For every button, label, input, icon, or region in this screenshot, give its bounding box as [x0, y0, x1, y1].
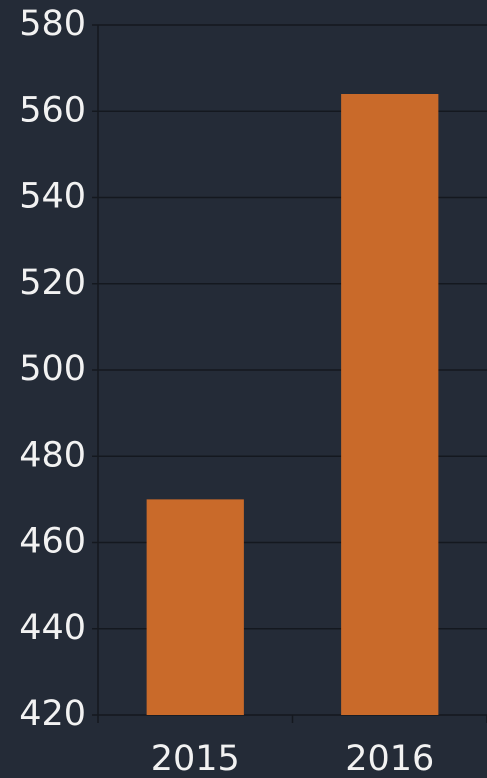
y-tick-label: 480 [19, 435, 86, 475]
y-tick-label: 560 [19, 90, 86, 130]
y-tick-label: 460 [19, 522, 86, 562]
y-tick-label: 540 [19, 177, 86, 217]
x-tick-label: 2016 [345, 739, 434, 778]
y-tick-label: 520 [19, 263, 86, 303]
y-tick-label: 440 [19, 608, 86, 648]
y-tick-label: 420 [19, 694, 86, 734]
bar [341, 94, 439, 715]
x-tick-label: 2015 [151, 739, 240, 778]
y-tick-label: 500 [19, 349, 86, 389]
bar [146, 499, 244, 715]
y-tick-label: 580 [19, 4, 86, 44]
